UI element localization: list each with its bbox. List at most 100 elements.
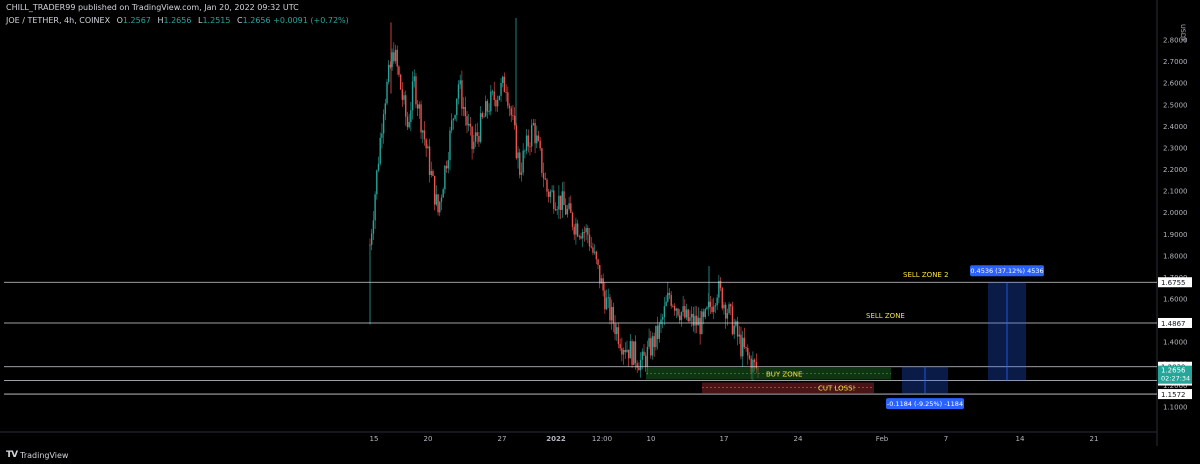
price-tick-label: 1.4000 <box>1163 339 1188 347</box>
brand-name: TradingView <box>20 450 69 460</box>
candle-body <box>396 49 398 67</box>
candle-body <box>600 278 603 284</box>
candle-body <box>532 123 535 125</box>
candle-body <box>636 363 638 368</box>
candle-body <box>503 76 506 93</box>
measure-label-bg-up <box>970 265 1044 277</box>
candle-body <box>490 91 492 112</box>
candle-body <box>735 321 737 326</box>
tradingview-logo[interactable]: TV TradingView <box>6 450 68 460</box>
candle-body <box>437 194 439 213</box>
candle-body <box>648 338 650 347</box>
time-tick-label: 7 <box>944 435 948 443</box>
candle-body <box>616 327 618 335</box>
candle-body <box>667 292 669 302</box>
candle-body <box>432 171 434 176</box>
footer: TV TradingView <box>0 446 1200 464</box>
candle-body <box>752 359 754 373</box>
chart-header: CHILL_TRADER99 published on TradingView.… <box>0 0 1200 14</box>
candle-body <box>624 350 626 353</box>
candle-body <box>619 344 621 349</box>
candle-body <box>468 123 470 126</box>
candle-body <box>604 290 606 310</box>
candle-body <box>741 337 744 357</box>
candle-body <box>379 137 381 164</box>
candle-body <box>461 80 463 109</box>
candle-body <box>479 113 482 142</box>
candle-body <box>384 103 387 115</box>
candle-body <box>690 313 693 318</box>
candle-body <box>439 201 441 213</box>
candle-body <box>685 309 688 318</box>
candle-body <box>500 82 502 96</box>
price-tick-label: 1.9000 <box>1163 231 1188 239</box>
candle-body <box>403 95 405 100</box>
candle-body <box>626 349 628 353</box>
candle-body <box>495 99 497 107</box>
candle-body <box>736 321 739 337</box>
candle-body <box>542 172 545 179</box>
candle-body <box>474 132 477 142</box>
price-tick-label: 2.8000 <box>1163 37 1188 45</box>
candle-body <box>672 305 674 307</box>
open-label: O <box>116 16 123 25</box>
candle-body <box>622 350 625 355</box>
candle-body <box>687 309 689 321</box>
candle-body <box>644 355 647 367</box>
last-price-tag <box>1158 365 1192 384</box>
candle-body <box>588 234 591 247</box>
candle-body <box>675 308 678 311</box>
candle-body <box>614 323 616 335</box>
candle-body <box>595 251 598 260</box>
price-tick-label: 2.6000 <box>1163 80 1188 88</box>
candle-body <box>663 306 666 318</box>
candle-body <box>445 165 448 169</box>
candle-body <box>565 205 567 215</box>
candle-body <box>578 236 581 238</box>
candle-body <box>418 104 421 109</box>
candle-body <box>641 351 643 360</box>
candle-body <box>709 301 712 307</box>
candle-body <box>731 306 734 335</box>
candle-body <box>733 325 735 335</box>
time-tick-label: 24 <box>794 435 803 443</box>
candle-body <box>371 233 373 245</box>
price-tick-label: 2.5000 <box>1163 101 1188 109</box>
candle-body <box>711 306 713 312</box>
candle-body <box>529 146 531 148</box>
candle-body <box>422 130 424 133</box>
candle-body <box>473 141 475 150</box>
candle-body <box>629 341 632 359</box>
candle-body <box>405 95 407 117</box>
candle-body <box>442 189 444 198</box>
currency-label: USDT <box>1179 24 1187 42</box>
symbol-name[interactable]: JOE / TETHER, 4h, COINEX <box>6 16 111 25</box>
price-level-tag-label: 1.4867 <box>1161 320 1186 328</box>
candle-body <box>486 101 489 112</box>
candle-body <box>544 178 546 180</box>
candle-body <box>677 308 679 316</box>
candle-body <box>483 116 485 118</box>
time-tick-label: 14 <box>1016 435 1025 443</box>
candle-body <box>684 306 686 318</box>
candle-body <box>592 247 594 253</box>
candle-body <box>520 172 523 175</box>
candle-body <box>721 288 723 309</box>
candle-body <box>743 337 746 348</box>
candle-body <box>753 359 756 363</box>
candle-body <box>568 203 570 209</box>
candle-body <box>457 84 460 99</box>
candle-body <box>450 120 453 131</box>
candle-body <box>633 341 635 365</box>
candle-body <box>420 104 422 133</box>
candle-body <box>510 108 512 116</box>
candle-body <box>478 135 480 142</box>
candle-body <box>706 307 708 309</box>
candle-body <box>590 246 592 248</box>
measure-label-bg-down <box>886 398 964 410</box>
candle-body <box>428 146 431 175</box>
high-value: 1.2656 <box>163 16 192 25</box>
candle-body <box>525 135 528 151</box>
candle-body <box>660 319 662 325</box>
